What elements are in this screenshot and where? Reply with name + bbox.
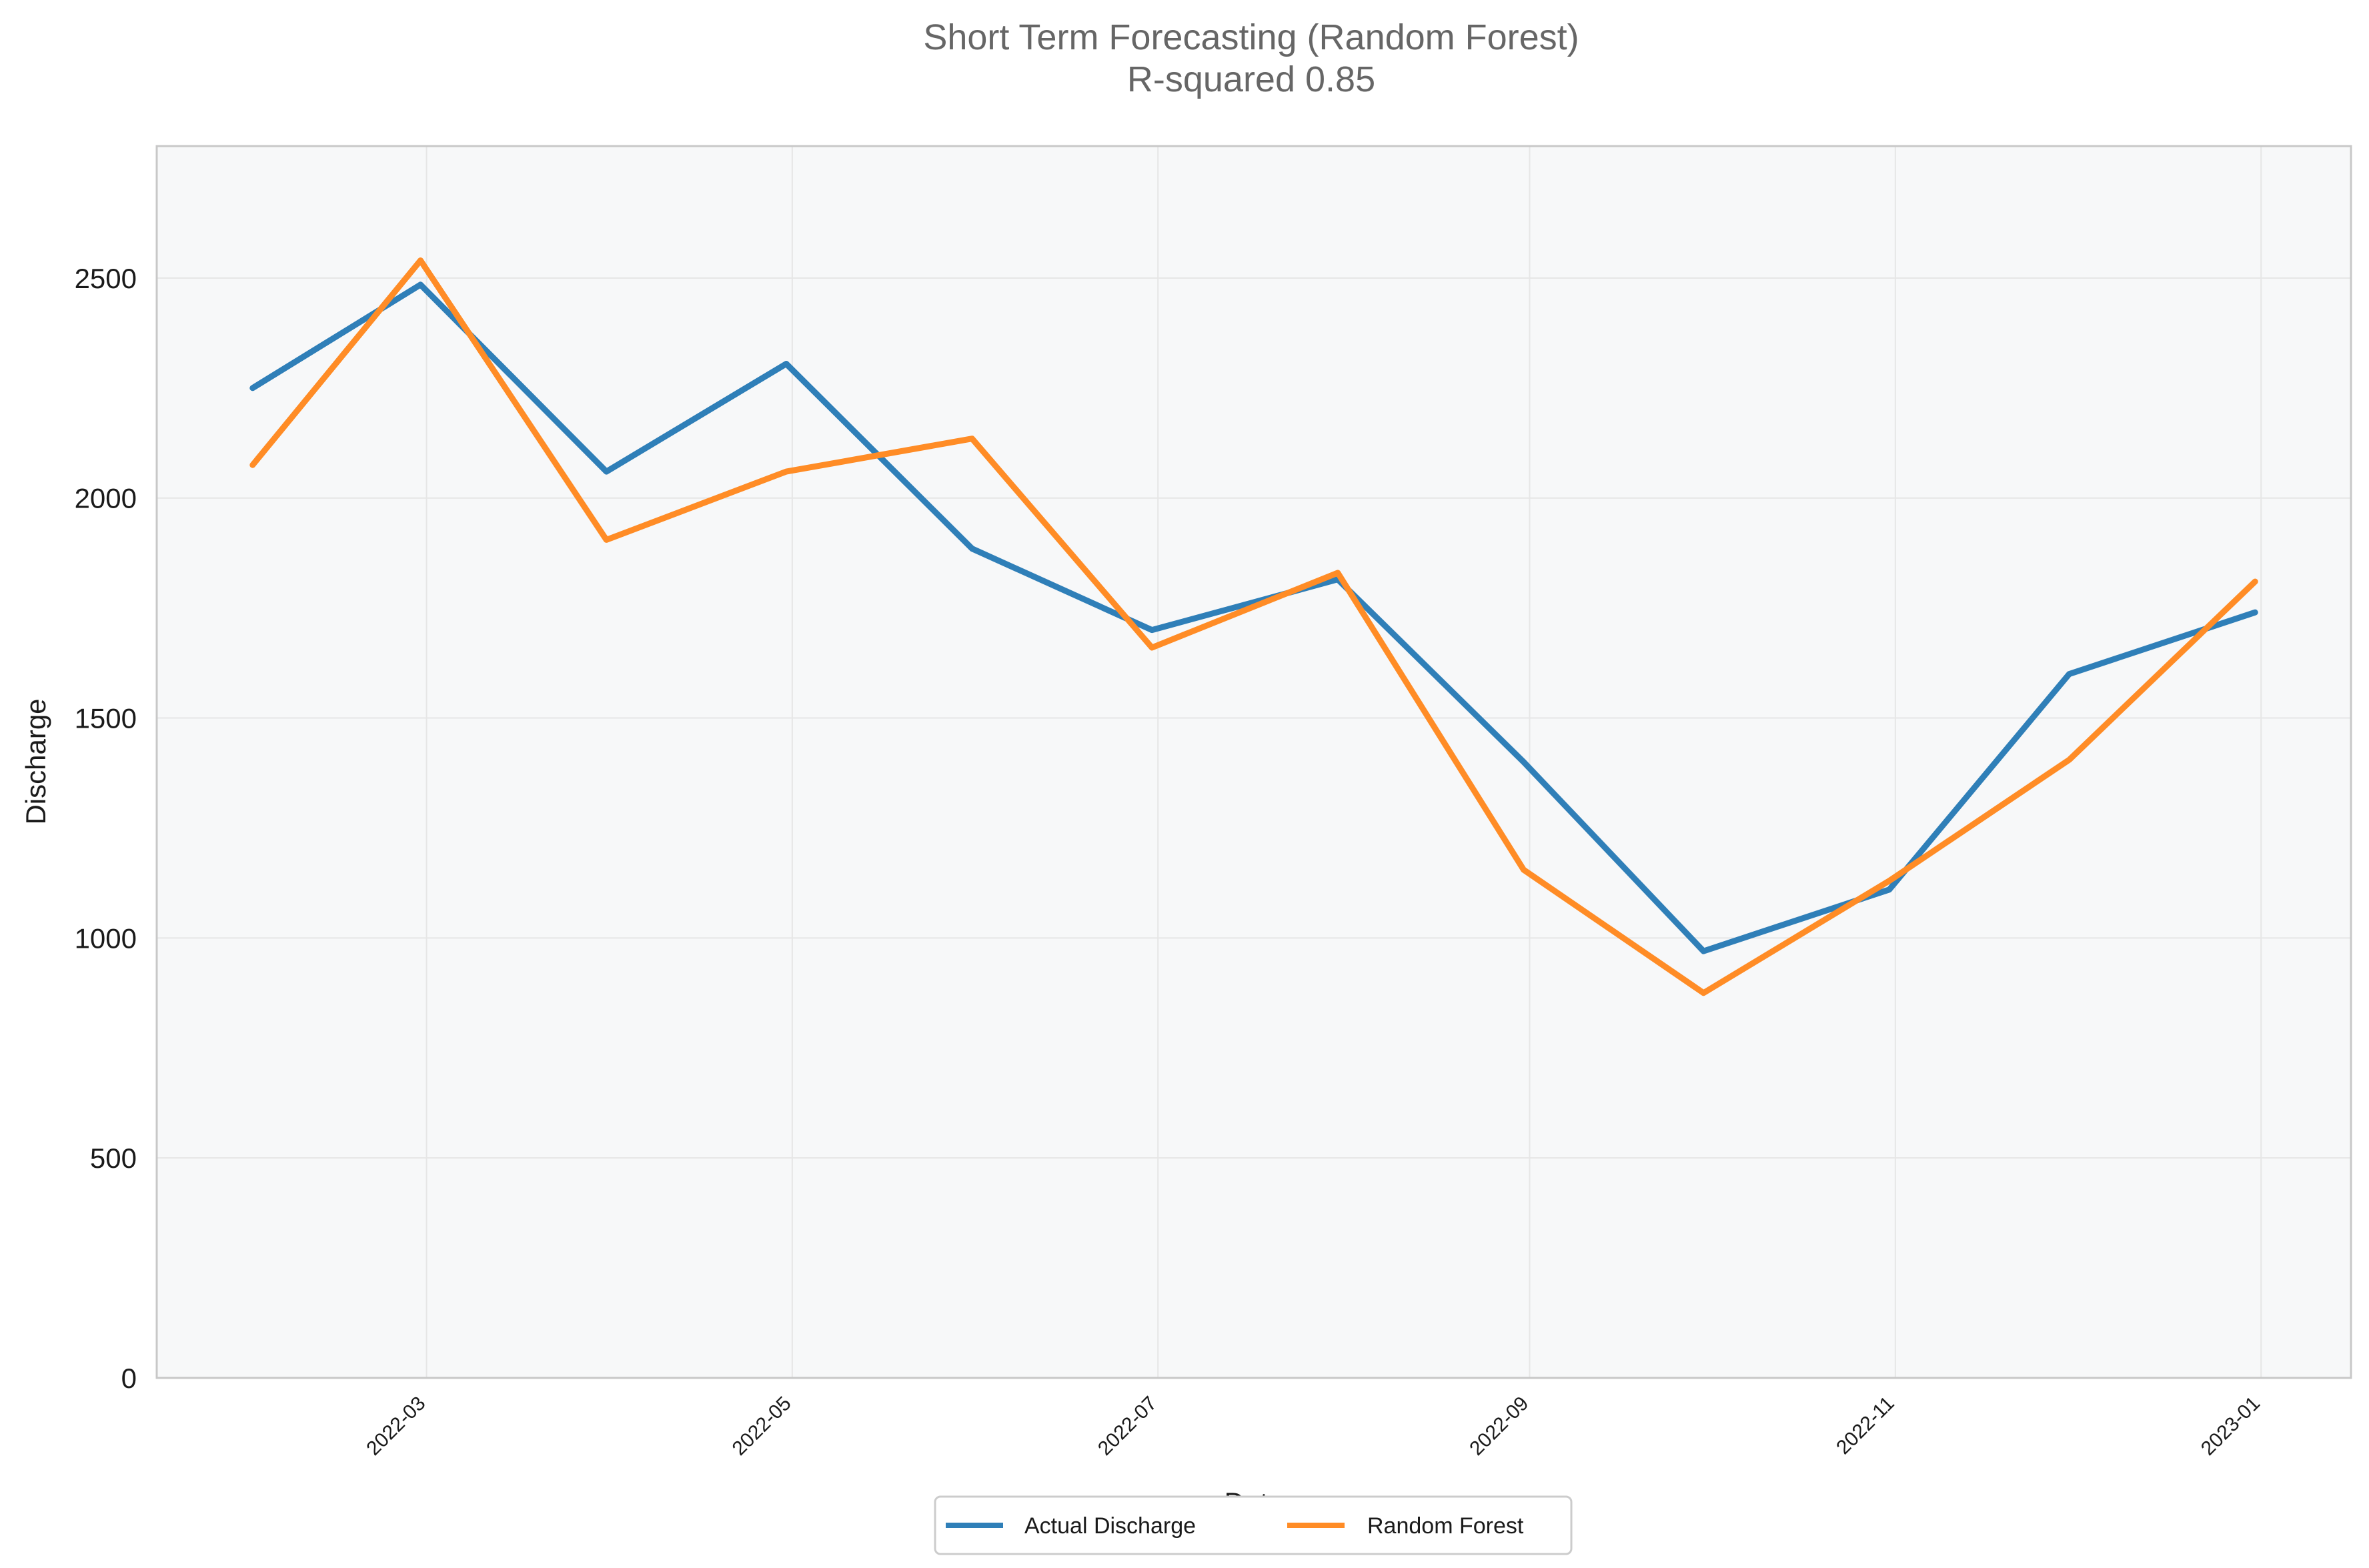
y-tick-label: 500	[90, 1142, 137, 1174]
legend: Actual Discharge Random Forest	[934, 1495, 1573, 1555]
plot-area	[157, 146, 2351, 1378]
legend-box	[934, 1495, 1573, 1555]
y-tick-label: 2000	[75, 483, 137, 514]
plot-frame	[155, 145, 2352, 1379]
legend-label-actual-discharge: Actual Discharge	[1024, 1513, 1196, 1539]
grid	[157, 146, 2351, 1379]
series-layer	[249, 257, 2258, 996]
y-axis-label: Discharge	[20, 698, 51, 824]
chart-title: Short Term Forecasting (Random Forest)	[923, 17, 1579, 57]
series-line-random-forest	[249, 257, 2258, 996]
y-tick-label: 1500	[75, 703, 137, 734]
series-line-actual-discharge	[249, 281, 2258, 954]
y-tick-label: 1000	[75, 922, 137, 954]
legend-label-random-forest: Random Forest	[1367, 1513, 1524, 1539]
chart-subtitle: R-squared 0.85	[1127, 59, 1375, 99]
y-axis: 0 500 1000 1500 2000 2500	[75, 263, 137, 1394]
y-tick-label: 2500	[75, 263, 137, 294]
y-tick-label: 0	[121, 1363, 137, 1394]
